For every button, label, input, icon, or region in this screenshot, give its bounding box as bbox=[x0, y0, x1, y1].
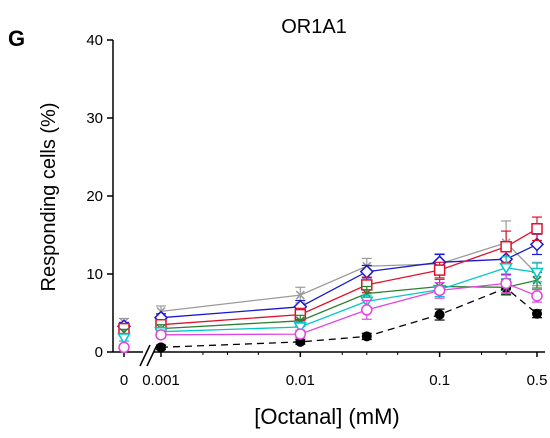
data-point bbox=[118, 341, 130, 354]
x-tick-label: 0.1 bbox=[429, 372, 450, 389]
x-axis-label: [Octanal] (mM) bbox=[254, 404, 399, 429]
data-point bbox=[500, 240, 512, 253]
data-point bbox=[362, 288, 372, 299]
data-point bbox=[532, 308, 542, 319]
series-6 bbox=[118, 273, 543, 354]
series-1 bbox=[119, 220, 542, 327]
data-point bbox=[361, 304, 373, 316]
x-tick-label: 0.5 bbox=[527, 372, 548, 389]
series-2 bbox=[116, 233, 545, 334]
axis-break-mark bbox=[139, 344, 151, 367]
y-tick-label: 0 bbox=[95, 344, 103, 361]
axis-break-mark bbox=[146, 344, 158, 367]
data-point bbox=[499, 263, 513, 275]
series-0 bbox=[156, 281, 542, 353]
data-point bbox=[434, 309, 445, 320]
data-point bbox=[117, 333, 131, 345]
data-point bbox=[294, 328, 307, 340]
data-point bbox=[531, 290, 543, 302]
x-tick-label: 0.01 bbox=[286, 372, 315, 389]
data-point bbox=[293, 322, 308, 334]
data-point bbox=[361, 331, 372, 342]
y-tick-label: 40 bbox=[86, 32, 103, 49]
series-line bbox=[160, 243, 538, 319]
chart-title: OR1A1 bbox=[281, 16, 347, 38]
data-point bbox=[156, 342, 166, 353]
panel-label: G bbox=[8, 26, 25, 51]
x-tick-label: 0 bbox=[120, 372, 128, 389]
series-line bbox=[160, 287, 538, 348]
y-axis-label: Responding cells (%) bbox=[38, 103, 60, 292]
data-point bbox=[433, 284, 446, 297]
data-point bbox=[529, 237, 545, 252]
series-5 bbox=[117, 256, 544, 345]
data-point bbox=[530, 267, 544, 279]
data-point bbox=[295, 290, 305, 300]
data-point bbox=[500, 277, 512, 290]
data-point bbox=[155, 329, 167, 341]
series-line bbox=[160, 282, 538, 336]
data-point bbox=[433, 264, 446, 276]
series-line bbox=[160, 267, 538, 333]
data-point bbox=[531, 223, 543, 235]
x-tick-label: 0.001 bbox=[142, 372, 180, 389]
y-tick-label: 10 bbox=[86, 266, 103, 283]
y-tick-label: 30 bbox=[86, 110, 103, 127]
y-tick-label: 20 bbox=[86, 188, 103, 205]
